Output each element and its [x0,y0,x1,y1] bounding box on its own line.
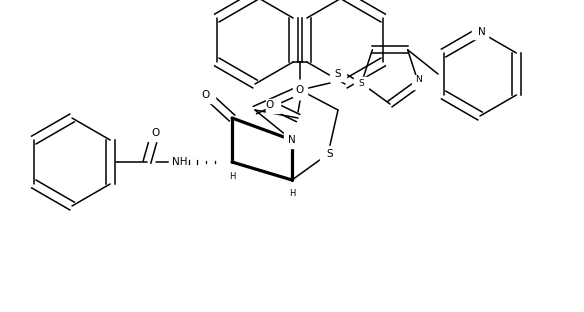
Bar [472,25,488,39]
Text: NH: NH [172,157,187,167]
Bar [284,132,300,148]
Bar [354,77,369,89]
Text: S: S [359,79,364,88]
Bar [148,127,162,141]
Text: N: N [478,27,486,37]
Text: H: H [229,172,235,181]
Text: H: H [289,189,295,198]
Text: N: N [415,75,422,84]
Bar [412,77,426,89]
Bar [201,89,215,103]
Bar [169,155,191,169]
Text: O: O [296,85,304,95]
Bar [293,83,307,97]
Text: S: S [335,69,341,79]
Text: N: N [288,135,296,145]
Bar [266,99,280,113]
Bar [320,146,336,162]
Text: S: S [326,149,333,159]
Text: O: O [202,90,210,100]
Bar [330,67,346,81]
Text: O: O [266,100,274,110]
Text: O: O [151,128,159,138]
